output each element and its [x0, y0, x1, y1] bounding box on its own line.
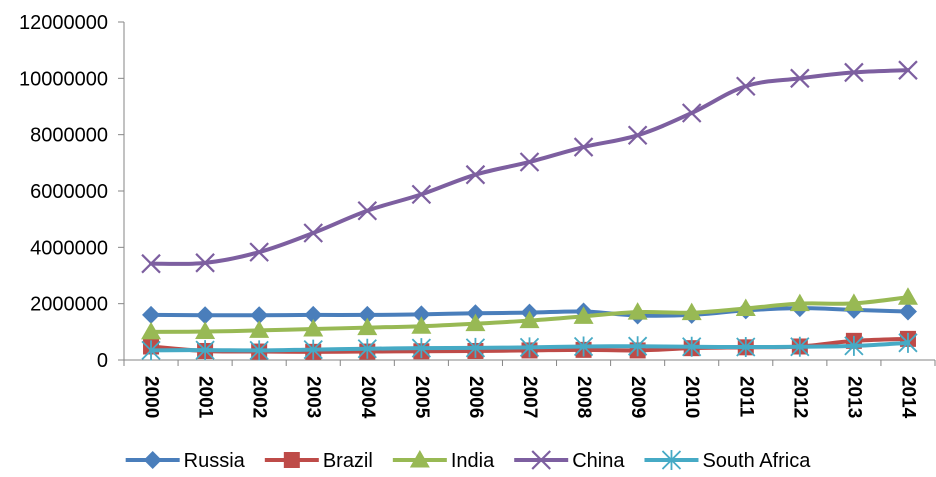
- data-point-south-africa: [519, 337, 540, 358]
- legend: Russia Brazil India China South Africa: [125, 450, 811, 472]
- legend-label-india: India: [451, 450, 495, 472]
- data-point-india: [303, 319, 324, 337]
- legend-swatch-marker-india: [409, 450, 430, 468]
- data-point-india: [465, 313, 486, 332]
- x-tick-label: 2012: [789, 376, 810, 418]
- legend-label-china: China: [572, 450, 625, 472]
- data-point-china: [411, 184, 432, 205]
- legend-item-china: China: [514, 450, 625, 472]
- x-tick-label: 2000: [141, 376, 162, 418]
- y-tick-label: 12000000: [19, 12, 108, 34]
- data-point-china: [627, 125, 648, 146]
- axes-layer: 0 2000000 4000000 6000000 8000000 10000000 120…: [19, 12, 936, 419]
- data-point-china: [681, 103, 702, 123]
- data-point-china: [573, 137, 594, 157]
- x-tick-label: 2002: [249, 376, 270, 418]
- data-point-india: [897, 287, 918, 305]
- y-tick-label: 6000000: [30, 181, 108, 203]
- data-point-china: [844, 62, 864, 83]
- data-point-russia: [466, 304, 485, 323]
- y-tick-label: 8000000: [30, 125, 108, 147]
- data-point-india: [789, 293, 810, 312]
- x-tick-label: 2013: [843, 376, 864, 418]
- data-point-russia: [412, 305, 431, 324]
- data-point-india: [627, 302, 648, 320]
- x-tick-label: 2009: [627, 376, 648, 418]
- data-point-china: [519, 152, 540, 172]
- data-point-china: [790, 68, 810, 89]
- data-point-india: [357, 317, 378, 336]
- data-point-china: [735, 76, 756, 96]
- data-point-india: [195, 321, 216, 340]
- legend-label-south-africa: South Africa: [702, 450, 811, 472]
- data-point-russia: [196, 306, 215, 325]
- data-point-south-africa: [844, 335, 864, 356]
- legend-item-south-africa: South Africa: [644, 450, 811, 472]
- legend-swatch-marker-china: [531, 450, 551, 470]
- data-point-russia: [250, 306, 269, 325]
- data-point-china: [141, 253, 161, 274]
- series-china: [141, 60, 918, 274]
- legend-item-india: India: [392, 450, 495, 472]
- data-point-south-africa: [141, 340, 161, 361]
- data-point-india: [249, 320, 270, 338]
- x-tick-label: 2005: [411, 376, 432, 419]
- data-point-china: [465, 164, 486, 185]
- data-point-russia: [304, 305, 323, 324]
- legend-label-brazil: Brazil: [323, 450, 373, 472]
- y-tick-label: 4000000: [30, 237, 108, 259]
- legend-label-russia: Russia: [184, 450, 246, 472]
- x-tick-label: 2008: [573, 376, 594, 418]
- x-tick-label: 2001: [195, 376, 216, 419]
- legend-swatch-marker-brazil: [283, 452, 300, 468]
- data-point-russia: [358, 305, 377, 324]
- x-tick-label: 2003: [303, 376, 324, 418]
- data-point-south-africa: [736, 337, 756, 358]
- legend-swatch-marker-russia: [143, 451, 162, 469]
- y-tick-label: 10000000: [19, 68, 108, 90]
- data-point-south-africa: [303, 339, 323, 360]
- data-point-india: [573, 306, 594, 324]
- data-point-china: [195, 253, 215, 273]
- data-point-china: [303, 223, 324, 243]
- data-point-south-africa: [465, 337, 486, 358]
- data-point-south-africa: [357, 338, 377, 359]
- x-tick-label: 2014: [897, 376, 918, 419]
- x-tick-label: 2004: [357, 376, 378, 419]
- data-point-south-africa: [627, 336, 648, 357]
- data-point-south-africa: [411, 338, 432, 359]
- series-line-china: [149, 68, 910, 266]
- data-point-china: [249, 242, 269, 262]
- legend-item-brazil: Brazil: [264, 450, 373, 472]
- data-point-china: [357, 200, 378, 221]
- data-point-south-africa: [790, 336, 810, 357]
- data-point-india: [681, 302, 702, 321]
- data-point-india: [735, 298, 756, 316]
- x-tick-label: 2006: [465, 376, 486, 418]
- legend-item-russia: Russia: [125, 450, 246, 472]
- data-point-india: [843, 293, 864, 311]
- x-tick-label: 2011: [735, 376, 756, 418]
- data-point-china: [898, 60, 918, 80]
- data-point-india: [519, 310, 540, 329]
- data-point-russia: [898, 302, 917, 321]
- series-south-africa: [141, 332, 918, 361]
- data-point-south-africa: [682, 336, 702, 357]
- data-point-india: [141, 321, 162, 340]
- data-point-south-africa: [898, 332, 918, 353]
- data-point-south-africa: [573, 336, 594, 357]
- x-tick-label: 2010: [681, 376, 702, 418]
- series-india: [141, 287, 918, 340]
- data-point-india: [411, 316, 432, 334]
- x-tick-label: 2007: [519, 376, 540, 418]
- y-tick-label: 2000000: [30, 294, 108, 316]
- series-layer: [141, 60, 918, 361]
- y-tick-label: 0: [97, 350, 108, 372]
- data-point-russia: [142, 305, 161, 324]
- data-point-south-africa: [195, 340, 215, 361]
- legend-swatch-marker-south-africa: [661, 450, 682, 470]
- data-point-south-africa: [249, 340, 269, 361]
